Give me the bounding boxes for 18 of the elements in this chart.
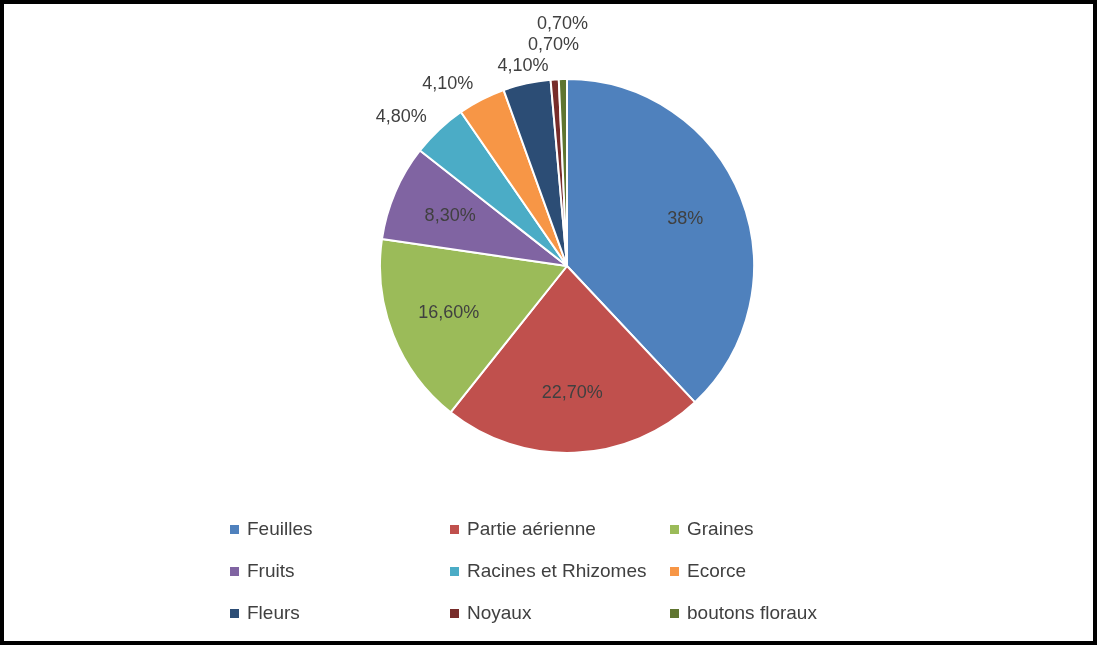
legend-label: Partie aérienne [467,518,596,540]
data-label: 0,70% [536,12,589,33]
data-label: 0,70% [527,33,580,54]
legend-label: Fleurs [247,602,300,624]
data-label: 8,30% [424,204,476,225]
legend-label: Racines et Rhizomes [467,560,647,582]
legend-label: Fruits [247,560,295,582]
legend-label: Ecorce [687,560,747,582]
legend-label: Graines [687,518,754,540]
legend-label: boutons floraux [687,602,817,624]
data-label: 4,80% [375,105,427,126]
legend-label: Noyaux [467,602,532,624]
data-label: 4,10% [497,54,549,75]
data-label: 22,70% [541,382,603,403]
data-label: 4,10% [422,72,474,93]
data-label: 16,60% [418,301,480,322]
data-label: 38% [667,208,704,229]
legend-label: Feuilles [247,518,313,540]
